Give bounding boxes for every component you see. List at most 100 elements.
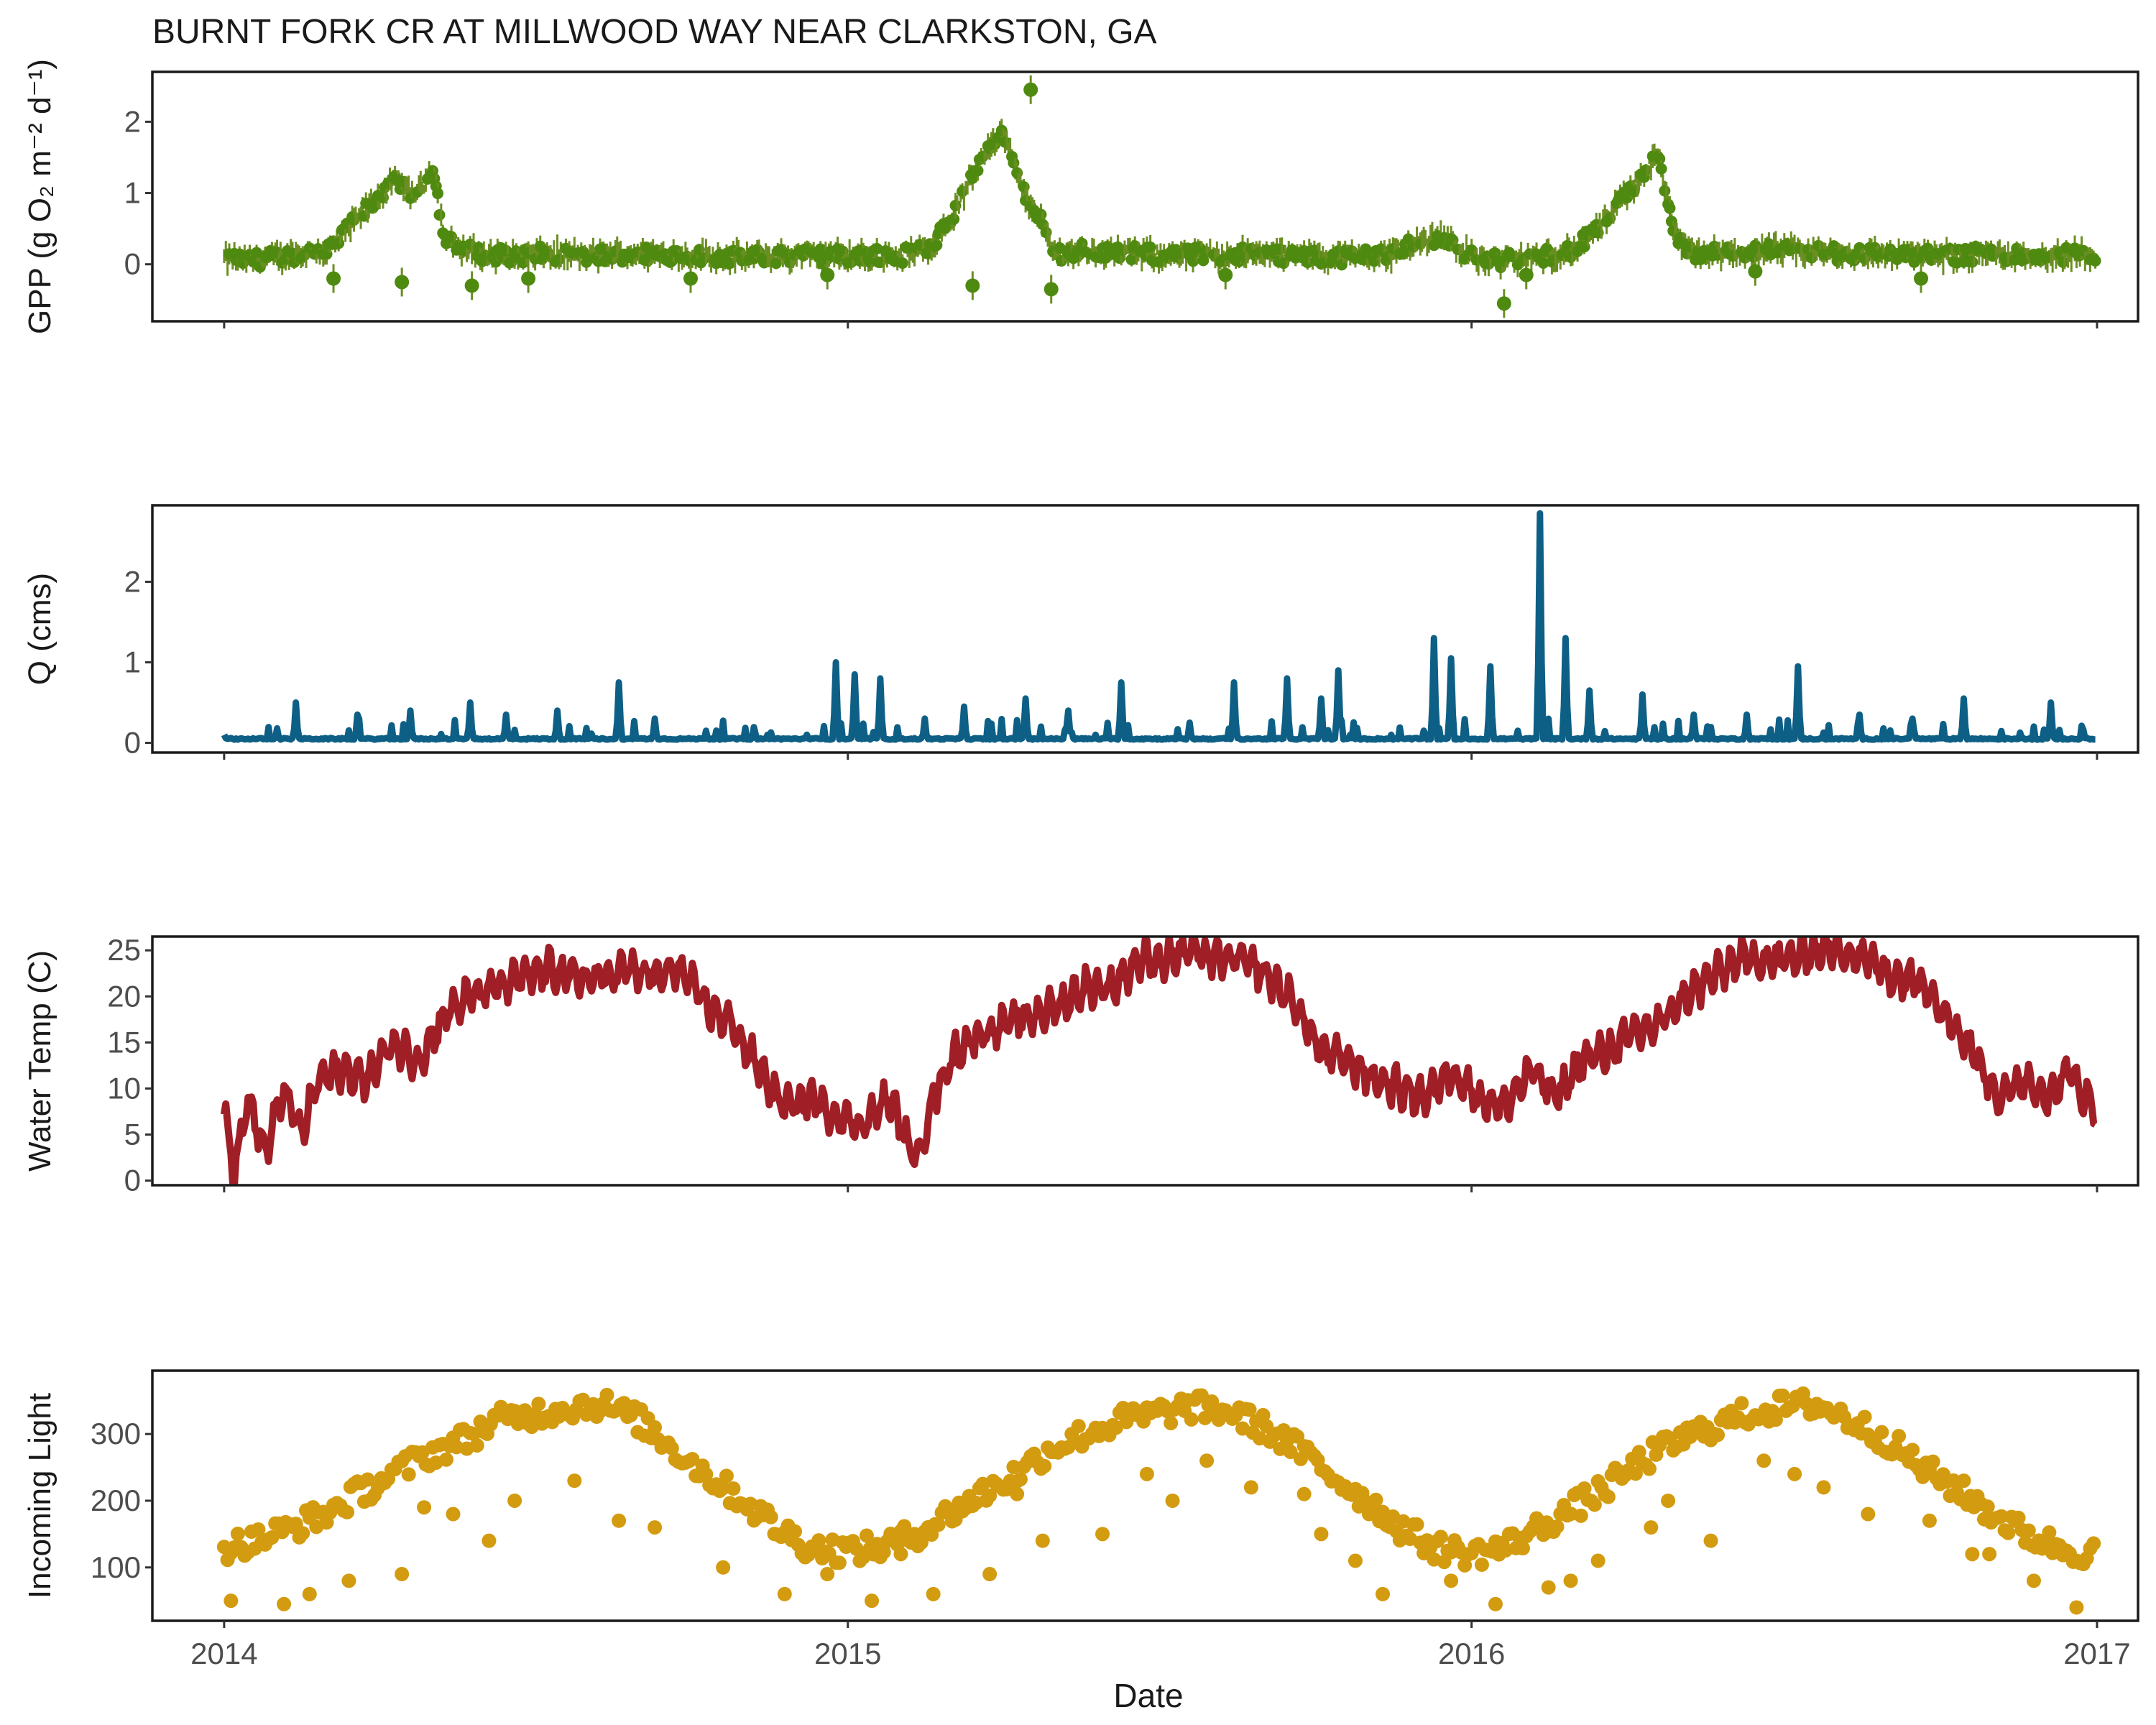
panel-light: 100 200 300 Incoming Light: [22, 1369, 2139, 1628]
light-point: [469, 1438, 484, 1453]
y-tick-label: 15: [107, 1025, 141, 1059]
gpp-point: [1023, 82, 1038, 97]
light-point: [1368, 1492, 1383, 1507]
gpp-point: [1496, 296, 1511, 311]
light-point: [438, 1452, 453, 1467]
light-point: [1314, 1527, 1329, 1542]
gpp-point: [1044, 282, 1059, 297]
y-tick-label: 2: [124, 564, 141, 598]
light-point: [1644, 1520, 1659, 1535]
light-point: [1661, 1493, 1676, 1508]
light-point: [1631, 1445, 1646, 1460]
gpp-point: [2057, 256, 2069, 268]
gpp-point: [395, 275, 410, 290]
light-point: [2026, 1573, 2041, 1588]
panel-frame: [151, 935, 2139, 1187]
gpp-point: [433, 208, 446, 221]
light-point: [1199, 1453, 1215, 1468]
light-point: [1197, 1410, 1212, 1425]
gpp-point: [948, 213, 960, 225]
light-point: [788, 1524, 803, 1539]
light-point: [360, 1472, 375, 1487]
light-point: [1965, 1547, 1980, 1562]
light-point: [1573, 1508, 1588, 1523]
light-point: [859, 1528, 874, 1543]
light-point: [224, 1593, 239, 1609]
light-point: [1982, 1547, 1997, 1562]
light-point: [1242, 1402, 1257, 1417]
light-point: [507, 1493, 522, 1508]
y-tick-label: 300: [91, 1417, 141, 1450]
light-point: [1541, 1580, 1556, 1595]
light-point: [1734, 1396, 1749, 1411]
figure-title: BURNT FORK CR AT MILLWOOD WAY NEAR CLARK…: [152, 13, 1157, 51]
light-point: [699, 1467, 714, 1482]
y-tick-label: 1: [124, 645, 141, 679]
gpp-marks: [223, 75, 2101, 318]
light-point: [1165, 1493, 1180, 1508]
gpp-point: [1812, 239, 1825, 252]
gpp-point: [326, 271, 341, 286]
light-point: [926, 1586, 941, 1601]
light-point: [831, 1555, 847, 1570]
y-tick-label: 0: [124, 247, 141, 281]
x-axis-label: Date: [1113, 1677, 1183, 1714]
gpp-point: [683, 271, 699, 286]
light-point: [482, 1533, 497, 1548]
gpp-point: [931, 239, 943, 252]
light-point: [777, 1586, 792, 1601]
light-point: [1946, 1473, 1961, 1488]
light-point: [1184, 1412, 1199, 1427]
light-point: [446, 1506, 461, 1522]
light-point: [1488, 1596, 1503, 1611]
gpp-point: [1035, 208, 1047, 221]
light-point: [685, 1452, 700, 1467]
light-point: [648, 1420, 663, 1435]
panel-frame: [151, 504, 2139, 754]
light-point: [1457, 1558, 1473, 1573]
light-point: [1857, 1409, 1872, 1425]
y-tick-label: 2: [124, 104, 141, 138]
light-point: [277, 1596, 292, 1611]
y-tick-label: 1: [124, 176, 141, 210]
light-point: [914, 1535, 929, 1550]
light-point: [1474, 1557, 1489, 1572]
light-point: [982, 1488, 998, 1503]
x-tick-label: 2017: [2063, 1637, 2130, 1670]
gpp-point: [1144, 241, 1156, 253]
gpp-point: [1640, 164, 1652, 176]
y-tick-label: 0: [124, 726, 141, 760]
light-point: [1590, 1553, 1606, 1568]
gpp-point: [1966, 256, 1978, 268]
panel-frame: [151, 70, 2139, 323]
light-point: [599, 1387, 614, 1402]
light-point: [1768, 1412, 1783, 1427]
gpp-point: [896, 257, 908, 270]
light-point: [340, 1504, 355, 1519]
gpp-point: [1197, 254, 1210, 267]
gpp-point: [1125, 254, 1138, 266]
gpp-point: [1748, 264, 1763, 279]
light-point: [395, 1567, 410, 1582]
light-point: [1409, 1517, 1424, 1532]
light-point: [1348, 1553, 1363, 1568]
light-point: [1243, 1480, 1258, 1495]
light-point: [1293, 1451, 1308, 1466]
y-tick-label: 25: [107, 933, 141, 967]
panel-q: 0 1 2 Q (cms): [22, 504, 2139, 760]
light-point: [931, 1517, 946, 1532]
gpp-point: [1335, 259, 1348, 271]
panel-gpp: 0 1 2 GPP (g O₂ m⁻² d⁻¹): [22, 59, 2139, 334]
light-point: [1563, 1573, 1578, 1588]
light-point: [1296, 1486, 1312, 1501]
gpp-point: [770, 257, 782, 270]
light-point: [1641, 1461, 1657, 1476]
gpp-point: [1274, 243, 1286, 255]
gpp-point: [500, 244, 512, 257]
gpp-point: [1914, 271, 1929, 286]
x-axis: 2014 2015 2016 2017: [190, 1637, 2131, 1670]
light-point: [2011, 1510, 2026, 1525]
gpp-point: [2089, 254, 2101, 267]
light-point: [1628, 1466, 1643, 1481]
